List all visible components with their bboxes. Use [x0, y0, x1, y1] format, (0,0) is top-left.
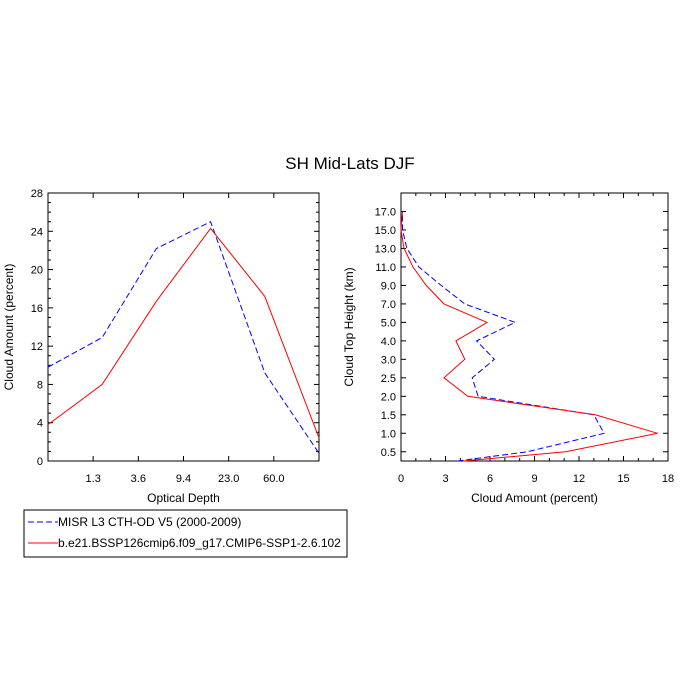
- right-y-tick-label: 2.5: [381, 373, 396, 385]
- left-series-group: [47, 221, 320, 454]
- left-y-tick-label: 0: [37, 456, 43, 468]
- right-x-tick-label: 3: [442, 473, 448, 485]
- right-series-group: [400, 211, 658, 462]
- left-y-tick-label: 24: [31, 226, 43, 238]
- left-axis-ticks: 0 4 8 12 16 20 24 28 1.3 3.6 9.4 23.0 60.0: [31, 188, 320, 485]
- left-y-tick-label: 28: [31, 188, 43, 200]
- left-y-tick-label: 12: [31, 341, 43, 353]
- right-y-tick-label: 11.0: [375, 262, 396, 274]
- left-x-tick-label: 9.4: [176, 473, 191, 485]
- right-y-tick-label: 1.5: [381, 410, 396, 422]
- right-y-tick-label: 5.0: [381, 317, 396, 329]
- figure-title: SH Mid-Lats DJF: [285, 154, 414, 173]
- right-plot-frame: [400, 192, 669, 462]
- right-x-tick-label: 9: [531, 473, 537, 485]
- right-y-tick-label: 3.0: [381, 354, 396, 366]
- right-y-tick-label: 4.0: [381, 336, 396, 348]
- right-y-axis-label: Cloud Top Height (km): [342, 267, 356, 386]
- legend: MISR L3 CTH-OD V5 (2000-2009) b.e21.BSSP…: [23, 509, 348, 558]
- left-plot-frame: [47, 192, 320, 462]
- right-axis-ticks: 0 3 6 9 12 15 18 0.5 1.0 1.5 2.0 2.5 3.0 4.0 5.0 7.0 9.0…: [375, 193, 674, 485]
- left-x-tick-label: 23.0: [218, 473, 239, 485]
- left-y-tick-label: 16: [31, 303, 43, 315]
- left-panel: 0 4 8 12 16 20 24 28 1.3 3.6 9.4 23.0 60.0 Optical D…: [2, 188, 320, 505]
- right-x-tick-label: 12: [573, 473, 585, 485]
- right-panel: 0 3 6 9 12 15 18 0.5 1.0 1.5 2.0 2.5 3.0 4.0 5.0 7.0 9.0…: [342, 192, 674, 505]
- right-y-tick-label: 7.0: [381, 299, 396, 311]
- left-series-line-misr: [47, 221, 320, 454]
- right-series-line-model: [400, 211, 658, 462]
- right-x-tick-label: 6: [487, 473, 493, 485]
- left-y-tick-label: 20: [31, 265, 43, 277]
- left-y-axis-label: Cloud Amount (percent): [2, 264, 16, 391]
- left-x-tick-label: 3.6: [131, 473, 146, 485]
- left-x-tick-label: 1.3: [86, 473, 101, 485]
- right-x-tick-label: 0: [398, 473, 404, 485]
- right-y-tick-label: 15.0: [375, 225, 396, 237]
- right-series-line-misr: [402, 211, 605, 462]
- right-y-tick-label: 0.5: [381, 447, 396, 459]
- left-y-tick-label: 8: [37, 379, 43, 391]
- left-series-line-model: [47, 227, 320, 439]
- right-x-tick-label: 18: [662, 473, 674, 485]
- left-y-tick-label: 4: [37, 418, 43, 430]
- left-x-axis-label: Optical Depth: [147, 491, 220, 505]
- left-x-tick-label: 60.0: [263, 473, 284, 485]
- legend-label-model: b.e21.BSSP126cmip6.f09_g17.CMIP6-SSP1-2.…: [58, 536, 341, 550]
- right-x-tick-label: 15: [617, 473, 629, 485]
- legend-label-misr: MISR L3 CTH-OD V5 (2000-2009): [58, 515, 241, 529]
- right-y-tick-label: 9.0: [381, 280, 396, 292]
- legend-box: [23, 509, 348, 558]
- right-y-tick-label: 17.0: [375, 206, 396, 218]
- right-y-tick-label: 1.0: [381, 428, 396, 440]
- right-y-tick-label: 2.0: [381, 391, 396, 403]
- right-y-tick-label: 13.0: [375, 243, 396, 255]
- right-x-axis-label: Cloud Amount (percent): [471, 491, 598, 505]
